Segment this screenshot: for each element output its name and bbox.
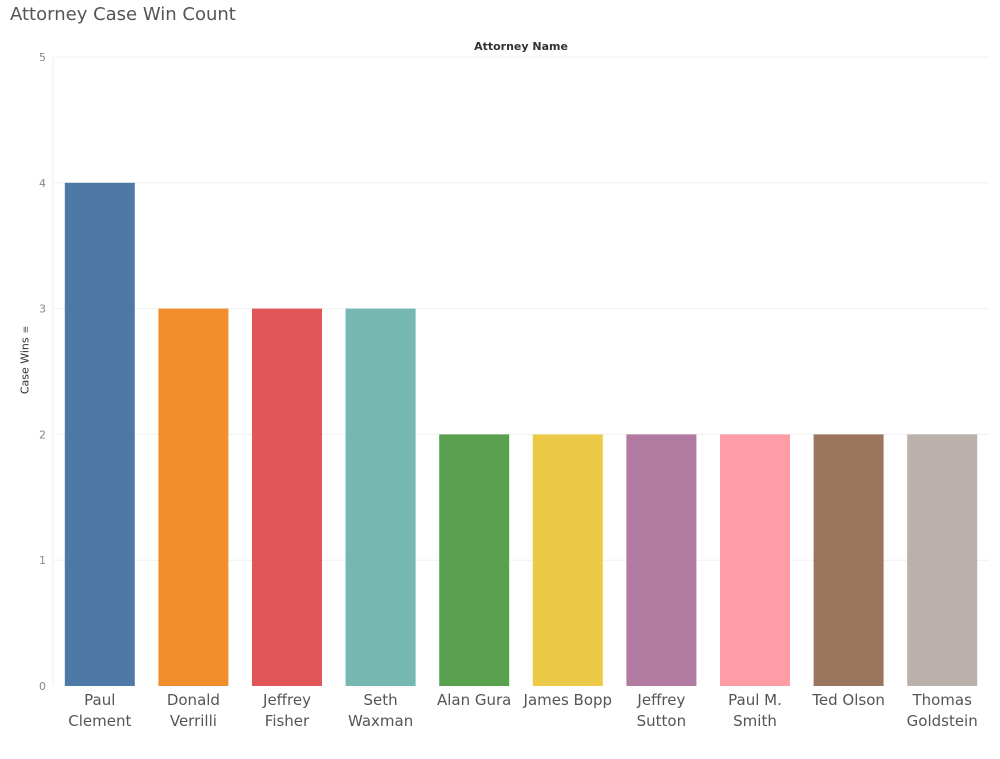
x-tick-label: James Bopp <box>523 691 613 709</box>
bar[interactable] <box>907 434 978 686</box>
y-tick-label: 4 <box>39 177 46 190</box>
y-tick-label: 3 <box>39 303 46 316</box>
bar[interactable] <box>64 182 135 687</box>
y-tick-label: 0 <box>39 680 46 693</box>
bar[interactable] <box>813 434 884 686</box>
x-axis-header: Attorney Name <box>474 40 568 53</box>
y-tick-label: 5 <box>39 51 46 64</box>
bar[interactable] <box>158 308 229 686</box>
x-tick-label: Donald Verrilli <box>166 691 220 730</box>
y-tick-label: 2 <box>39 428 46 441</box>
chart-title: Attorney Case Win Count <box>10 4 236 25</box>
bar[interactable] <box>439 434 510 686</box>
bar[interactable] <box>532 434 603 686</box>
bar[interactable] <box>252 308 322 686</box>
x-tick-label: Jeffrey Sutton <box>636 691 687 730</box>
x-tick-label: Paul Clement <box>68 691 132 730</box>
x-tick-label: Ted Olson <box>812 691 885 709</box>
x-tick-label: Seth Waxman <box>347 691 414 730</box>
x-tick-label: Alan Gura <box>436 691 512 709</box>
bar[interactable] <box>626 434 697 686</box>
x-tick-label: Jeffrey Fisher <box>263 691 311 730</box>
x-tick-label: Paul M. Smith <box>728 691 782 730</box>
bar[interactable] <box>720 434 790 686</box>
x-tick-label: Thomas Goldstein <box>906 691 978 730</box>
bar[interactable] <box>345 308 416 686</box>
y-tick-label: 1 <box>39 554 46 567</box>
